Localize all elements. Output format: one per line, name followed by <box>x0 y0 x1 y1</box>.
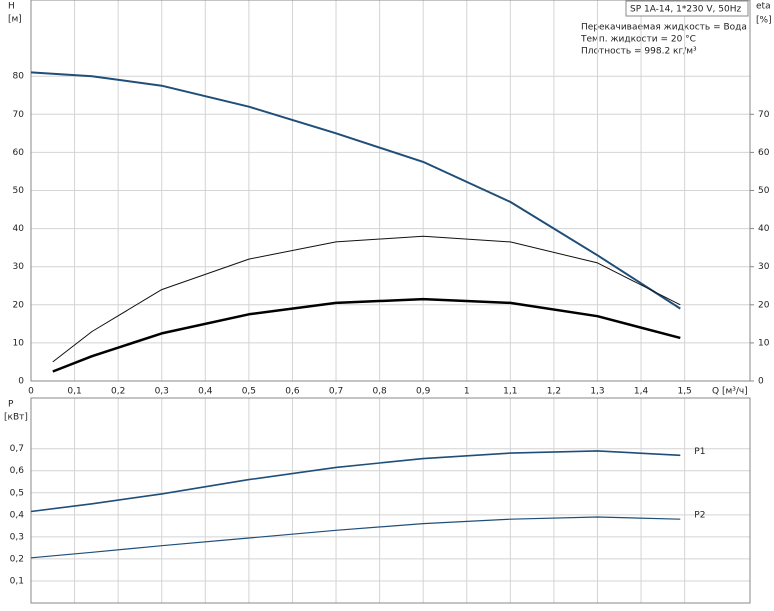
y-label: P <box>8 400 14 410</box>
y2-tick-label: 10 <box>758 338 770 348</box>
y-tick-label: 50 <box>13 186 25 196</box>
plot-frame <box>30 0 751 382</box>
y2-tick-label: 20 <box>758 300 770 310</box>
x-tick-label: 1,5 <box>677 387 691 397</box>
y2-tick-label: 30 <box>758 262 770 272</box>
x-tick-label: 0,7 <box>329 387 343 397</box>
y2-tick-label: 0 <box>758 377 764 387</box>
y2-tick-label: 40 <box>758 224 770 234</box>
x-tick-label: 0,8 <box>372 387 387 397</box>
chart-title: SP 1A-14, 1*230 V, 50Hz <box>630 5 741 15</box>
y-tick-label: 0,5 <box>10 488 24 498</box>
curve <box>30 450 681 513</box>
title-box <box>625 0 749 17</box>
y-tick-label: 60 <box>13 148 25 158</box>
annotation: Темп. жидкости = 20 °C <box>580 35 696 45</box>
x-tick-label: 0,9 <box>416 387 431 397</box>
y-tick-label: 10 <box>13 338 25 348</box>
x-tick-label: 1,3 <box>590 387 604 397</box>
x-label: Q [м³/ч] <box>712 387 748 397</box>
x-tick-label: 1,2 <box>547 387 561 397</box>
y-tick-label: 0,4 <box>10 510 25 520</box>
y-tick-label: 0,6 <box>10 466 25 476</box>
curve <box>52 235 681 363</box>
y2-tick-label: 50 <box>758 186 770 196</box>
legend-label: P1 <box>694 447 705 457</box>
x-tick-label: 1,4 <box>634 387 649 397</box>
y-tick-label: 0 <box>18 377 24 387</box>
annotation: Перекачиваемая жидкость = Вода <box>581 23 747 33</box>
y2-tick-label: 70 <box>758 110 770 120</box>
x-tick-label: 0,2 <box>111 387 125 397</box>
y-tick-label: 20 <box>13 300 25 310</box>
x-tick-label: 1 <box>464 387 470 397</box>
plot-frame <box>30 397 751 604</box>
x-tick-label: 0,6 <box>285 387 300 397</box>
y-tick-label: 80 <box>13 72 25 82</box>
y-tick-label: 0,3 <box>10 532 24 542</box>
y-unit: [м] <box>8 15 22 25</box>
y-tick-label: 40 <box>13 224 25 234</box>
x-tick-label: 0,3 <box>155 387 169 397</box>
y-tick-label: 0,2 <box>10 554 24 564</box>
y-tick-label: 0,1 <box>10 576 24 586</box>
x-tick-label: 0 <box>28 387 34 397</box>
y-tick-label: 0,7 <box>10 444 24 454</box>
legend-label: P2 <box>694 511 705 521</box>
x-tick-label: 0,4 <box>198 387 213 397</box>
y2-tick-label: 60 <box>758 148 770 158</box>
annotation: Плотность = 998.2 кг/м³ <box>581 47 697 57</box>
y2-unit: [%] <box>756 16 772 26</box>
curve <box>30 516 681 559</box>
x-tick-label: 0,1 <box>67 387 81 397</box>
curve <box>52 297 681 373</box>
y-tick-label: 30 <box>13 262 25 272</box>
x-tick-label: 1,1 <box>503 387 517 397</box>
curve <box>30 71 681 310</box>
y2-label: eta <box>756 2 771 12</box>
x-tick-label: 0,5 <box>242 387 256 397</box>
y-tick-label: 70 <box>13 110 25 120</box>
y-unit: [кВт] <box>4 413 28 423</box>
y-label: H <box>8 2 15 12</box>
